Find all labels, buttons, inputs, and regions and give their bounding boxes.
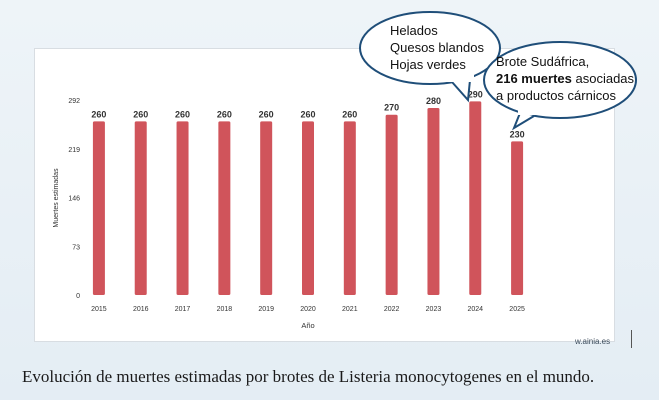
y-axis-label: Muertes estimadas [53, 168, 60, 228]
callout-bold: 216 muertes [496, 71, 572, 86]
bar-2022 [385, 114, 398, 296]
x-tick-label-2023: 2023 [426, 306, 442, 313]
divider [631, 330, 632, 348]
data-label-2025: 230 [510, 129, 525, 139]
x-axis-label: Año [301, 321, 314, 330]
bar-2019 [260, 121, 273, 295]
callout-line-2: 216 muertes asociadas [496, 71, 635, 86]
data-label-2015: 260 [91, 109, 106, 119]
bar-2023 [427, 108, 440, 295]
x-tick-label-2020: 2020 [300, 306, 316, 313]
callout-rest: asociadas [572, 71, 635, 86]
bar-2021 [343, 121, 356, 295]
callout-south-africa: Brote Sudáfrica, 216 muertes asociadas a… [483, 41, 637, 131]
callout-line: Hojas verdes [390, 57, 466, 72]
data-label-2022: 270 [384, 103, 399, 113]
figure-caption: Evolución de muertes estimadas por brote… [22, 367, 595, 386]
x-tick-label-2017: 2017 [175, 306, 191, 313]
x-tick-label-2021: 2021 [342, 306, 358, 313]
bar-2017 [176, 121, 189, 295]
x-tick-label-2015: 2015 [91, 306, 107, 313]
bar-2020 [302, 121, 314, 295]
x-tick-label-2024: 2024 [467, 306, 483, 313]
y-tick-label-146: 146 [68, 196, 80, 203]
data-label-2024: 290 [468, 89, 483, 99]
x-tick-label-2016: 2016 [133, 306, 149, 313]
y-tick-label-0: 0 [76, 293, 80, 300]
callout-line: Quesos blandos [390, 40, 484, 55]
bar-2018 [218, 121, 231, 295]
callout-line: a productos cárnicos [496, 88, 616, 103]
y-tick-label-73: 73 [72, 244, 80, 251]
callout-ice-cream: Helados Quesos blandos Hojas verdes [359, 11, 501, 103]
x-tick-label-2025: 2025 [509, 306, 525, 313]
bar-2024 [469, 101, 482, 295]
callout-line: Brote Sudáfrica, [496, 54, 589, 69]
data-label-2016: 260 [133, 109, 148, 119]
bar-2025 [511, 141, 524, 295]
data-label-2020: 260 [300, 109, 315, 119]
y-tick-label-292: 292 [68, 98, 80, 105]
bar-2015 [92, 121, 105, 295]
data-label-2017: 260 [175, 109, 190, 119]
callout-line: Helados [390, 23, 438, 38]
x-tick-label-2019: 2019 [258, 306, 274, 313]
data-label-2023: 280 [426, 96, 441, 106]
y-tick-label-219: 219 [68, 147, 80, 154]
bar-2016 [134, 121, 147, 295]
data-label-2019: 260 [259, 109, 274, 119]
data-label-2018: 260 [217, 109, 232, 119]
x-tick-label-2022: 2022 [384, 306, 400, 313]
data-label-2021: 260 [342, 109, 357, 119]
watermark: w.ainia.es [575, 337, 611, 346]
x-tick-label-2018: 2018 [217, 306, 233, 313]
